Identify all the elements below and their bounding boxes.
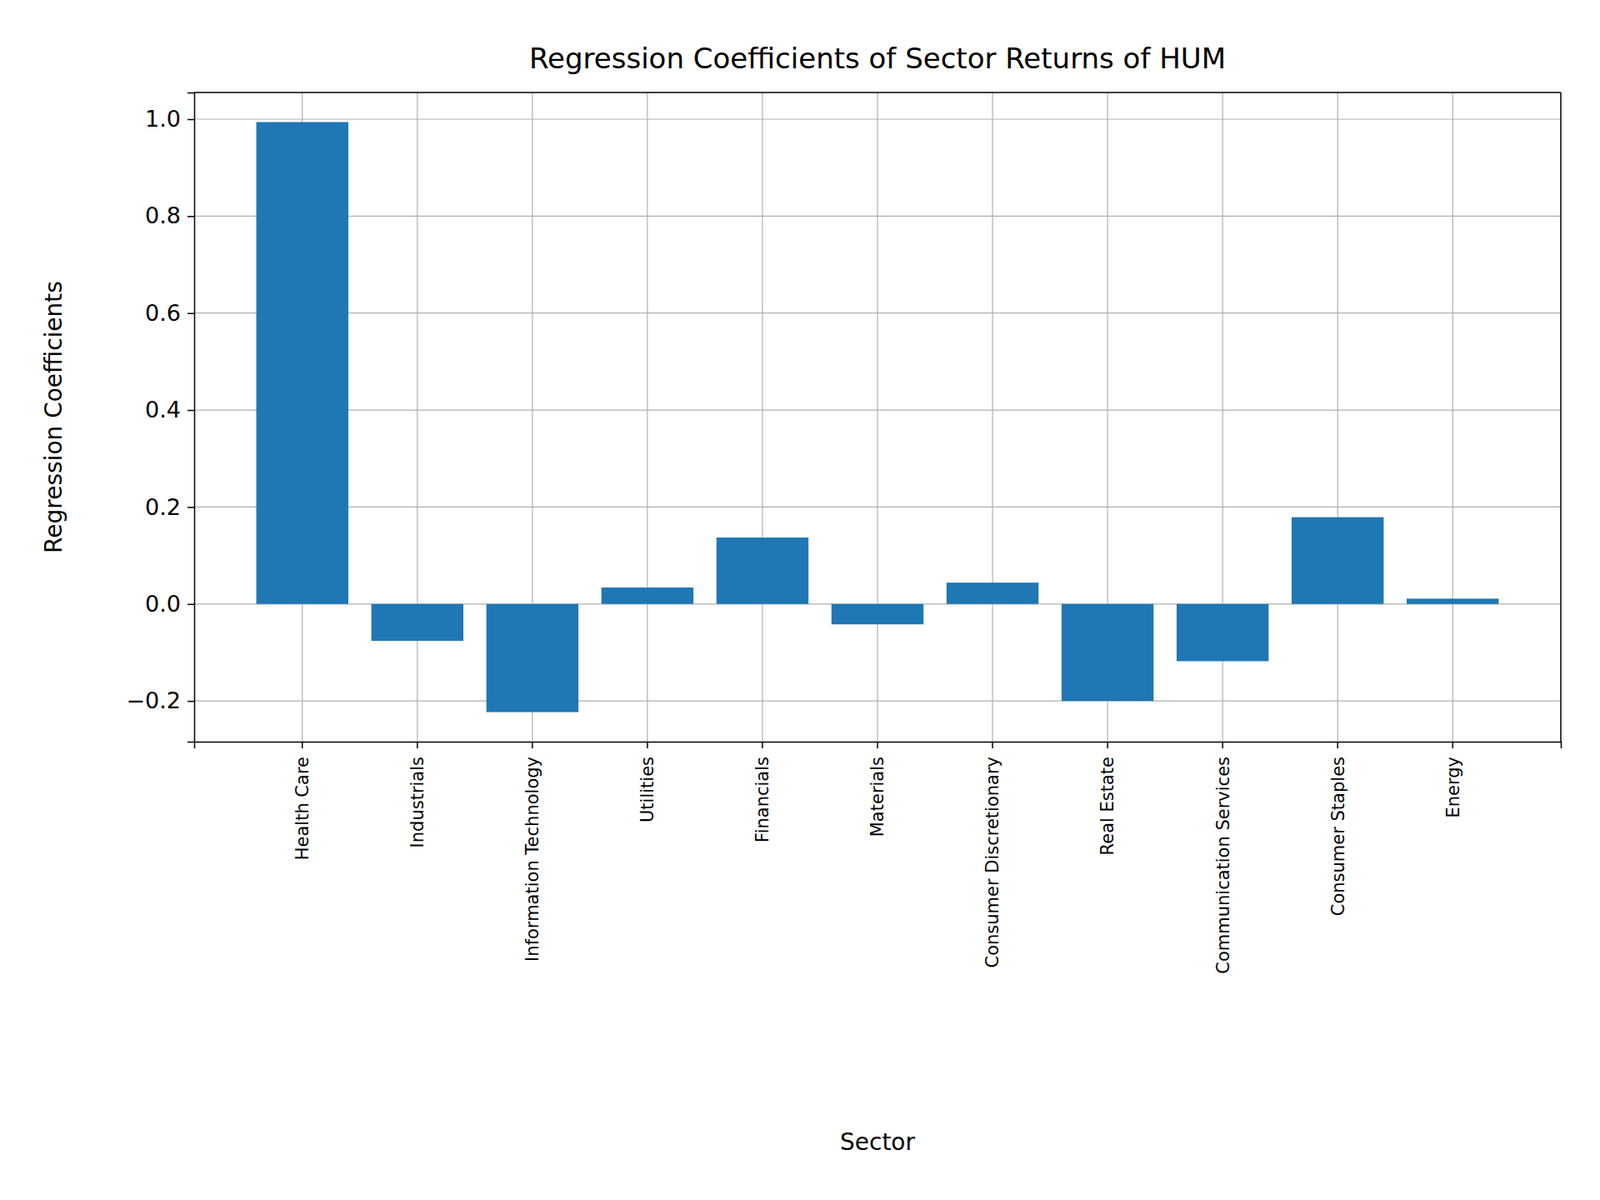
axis-line — [187, 93, 195, 743]
tick-mark — [1221, 741, 1224, 749]
tick-mark — [991, 741, 994, 749]
tick-label: Materials — [867, 756, 888, 837]
tick-label: 0.8 — [145, 202, 181, 229]
tick-label: Information Technology — [522, 756, 543, 962]
tick: Information Technology — [522, 741, 543, 962]
tick-mark — [187, 215, 195, 218]
tick: Financials — [752, 741, 773, 843]
bar — [716, 537, 809, 605]
bar — [601, 587, 694, 605]
tick-label: Consumer Discretionary — [982, 756, 1003, 969]
bar — [486, 604, 579, 713]
tick-label: 0.0 — [145, 590, 181, 617]
axis-line — [195, 742, 1562, 750]
grid-line — [646, 92, 648, 742]
tick-mark — [187, 410, 195, 412]
tick-mark — [416, 741, 419, 749]
tick-label: Energy — [1443, 756, 1464, 819]
tick-label: Communication Services — [1212, 756, 1233, 975]
tick-mark — [1336, 741, 1339, 749]
bars — [256, 121, 1500, 712]
grid — [194, 92, 1561, 742]
tick-label: 0.2 — [145, 494, 181, 520]
bar — [1406, 598, 1499, 604]
grid-line — [991, 92, 993, 742]
tick: 0.8 — [145, 202, 195, 229]
tick-label: 0.4 — [145, 396, 181, 423]
tick-label: Utilities — [637, 756, 658, 823]
tick-mark — [1451, 741, 1454, 749]
tick: Energy — [1443, 741, 1464, 819]
tick: Consumer Staples — [1328, 741, 1349, 916]
tick: Utilities — [637, 741, 658, 823]
bar — [831, 604, 924, 625]
tick: Materials — [867, 741, 888, 837]
tick: −0.2 — [125, 687, 195, 714]
tick: 0.2 — [145, 494, 195, 520]
bar — [1291, 517, 1384, 605]
tick-label: 1.0 — [145, 105, 181, 132]
bar — [946, 582, 1039, 605]
tick: 0.0 — [145, 590, 195, 617]
tick: Real Estate — [1097, 741, 1118, 855]
bar — [1061, 604, 1154, 701]
grid-line — [1337, 92, 1339, 742]
grid-line — [876, 92, 878, 742]
tick-mark — [876, 741, 879, 749]
x-axis-title: Sector — [840, 1128, 916, 1156]
tick-mark — [646, 741, 649, 749]
tick-mark — [187, 119, 195, 121]
tick-mark — [1106, 741, 1109, 749]
bar — [256, 121, 349, 604]
tick-label: −0.2 — [125, 687, 181, 714]
tick-label: Financials — [752, 756, 773, 843]
tick: Health Care — [292, 741, 313, 860]
tick: Industrials — [407, 741, 428, 848]
title: Regression Coefficients of Sector Return… — [529, 41, 1226, 75]
tick-label: Health Care — [292, 756, 313, 860]
grid-line — [761, 92, 763, 742]
tick: 0.4 — [145, 396, 195, 423]
tick-label: Real Estate — [1097, 756, 1118, 855]
y-axis: −0.2 0.0 0.2 0.4 0.6 0.8 1.0 — [125, 93, 195, 743]
tick: Consumer Discretionary — [982, 741, 1003, 969]
bar — [371, 604, 464, 641]
tick-label: 0.6 — [145, 300, 181, 326]
spine — [1560, 92, 1562, 742]
tick: 1.0 — [145, 105, 195, 132]
tick-mark — [531, 741, 534, 749]
tick-mark — [761, 741, 764, 749]
grid-line — [416, 92, 418, 742]
bar — [1176, 604, 1269, 662]
tick-mark — [187, 506, 195, 509]
spine — [194, 91, 1561, 94]
tick-mark — [187, 312, 195, 315]
grid-line — [1452, 92, 1454, 742]
y-axis-title: Regression Coefficients — [40, 280, 68, 554]
x-axis: Health Care Industrials Information Techno… — [195, 741, 1562, 975]
tick: 0.6 — [145, 300, 195, 326]
tick: Communication Services — [1212, 741, 1233, 975]
tick-mark — [187, 604, 195, 606]
tick-mark — [187, 700, 195, 703]
chart: −0.2 0.0 0.2 0.4 0.6 0.8 1.0 Health Care Industr… — [0, 0, 1600, 1200]
tick-label: Industrials — [407, 756, 428, 848]
tick-mark — [301, 741, 304, 749]
tick-label: Consumer Staples — [1328, 756, 1349, 916]
